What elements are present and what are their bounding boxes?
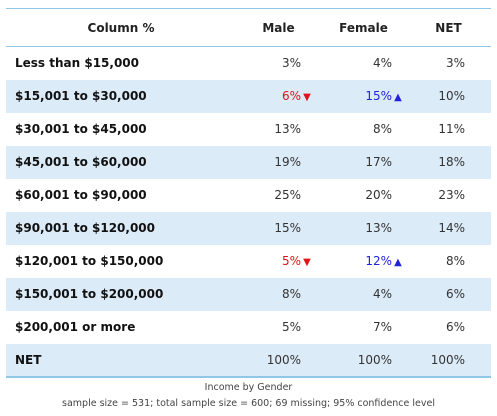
arrow-down-icon: ▼ (303, 92, 311, 103)
cell-net: 14% (406, 212, 491, 245)
table-row: $45,001 to $60,000 19% 17% 18% (6, 145, 491, 179)
column-header-label: Column % (87, 20, 155, 35)
cell-male: 5% ▼ (236, 245, 321, 278)
cell-net: 6% (406, 311, 491, 344)
sample-size-note: sample size = 531; total sample size = 6… (62, 398, 435, 409)
cell-value: 17% (365, 155, 392, 169)
cell-value: 20% (365, 188, 392, 202)
cell-net: 11% (406, 113, 491, 146)
cell-female: 15% ▲ (321, 80, 406, 113)
row-label: $30,001 to $45,000 (15, 122, 147, 136)
cell-value: 8% (445, 254, 465, 268)
cell-male: 19% (236, 146, 321, 179)
cell-value: 3% (445, 56, 465, 71)
cell-value: 8% (372, 122, 392, 136)
cell-female: 7% (321, 311, 406, 344)
cell-male: 15% (236, 212, 321, 245)
cell-female: 100% (321, 344, 406, 377)
table-row: NET 100% 100% 100% (6, 343, 491, 377)
row-label: $200,001 or more (15, 320, 136, 334)
column-header-male: Male (262, 20, 295, 35)
cell-value: 19% (274, 155, 301, 169)
column-header-net: NET (435, 20, 462, 35)
cell-value: 6% (281, 89, 301, 103)
table-row: Less than $15,000 3% 4% 3% (6, 47, 491, 80)
cell-value: 6% (445, 287, 465, 301)
table-row: $15,001 to $30,000 6% ▼ 15% ▲ 10% (6, 79, 491, 113)
table-row: $120,001 to $150,000 5% ▼ 12% ▲ 8% (6, 245, 491, 278)
header-row: Column % Male Female NET (6, 8, 491, 47)
cell-male: 6% ▼ (236, 80, 321, 113)
column-header-female: Female (339, 20, 388, 35)
row-label: $15,001 to $30,000 (15, 89, 147, 103)
row-label: Less than $15,000 (15, 56, 140, 71)
table-row: $60,001 to $90,000 25% 20% 23% (6, 179, 491, 212)
cell-value: 3% (281, 56, 301, 71)
cell-value: 18% (438, 155, 465, 169)
cell-female: 4% (321, 47, 406, 80)
crosstab-table: Column % Male Female NET Less than $15,0… (6, 8, 491, 378)
cell-value: 13% (274, 122, 301, 136)
table-title: Income by Gender (204, 382, 293, 393)
cell-female: 20% (321, 179, 406, 212)
cell-net: 6% (406, 278, 491, 311)
cell-male: 8% (236, 278, 321, 311)
cell-value: 12% (365, 254, 392, 268)
cell-net: 3% (406, 47, 491, 80)
cell-value: 6% (445, 320, 465, 334)
table-row: $30,001 to $45,000 13% 8% 11% (6, 113, 491, 146)
row-label: $150,001 to $200,000 (15, 287, 164, 301)
cell-value: 4% (372, 287, 392, 301)
cell-value: 15% (274, 221, 301, 235)
cell-female: 4% (321, 278, 406, 311)
cell-net: 18% (406, 146, 491, 179)
cell-value: 5% (281, 320, 301, 334)
row-label: NET (15, 352, 42, 367)
row-label: $45,001 to $60,000 (15, 155, 147, 169)
cell-value: 100% (266, 352, 301, 367)
cell-value: 23% (438, 188, 465, 202)
cell-male: 100% (236, 344, 321, 377)
cell-value: 14% (438, 221, 465, 235)
cell-value: 100% (430, 352, 465, 367)
arrow-up-icon: ▲ (394, 92, 402, 103)
table-body: Less than $15,000 3% 4% 3% $15,001 to $30,00… (6, 47, 491, 377)
cell-net: 23% (406, 179, 491, 212)
cell-value: 5% (281, 254, 301, 268)
cell-female: 8% (321, 113, 406, 146)
cell-value: 13% (365, 221, 392, 235)
cell-value: 7% (372, 320, 392, 334)
cell-value: 4% (372, 56, 392, 71)
row-label: $120,001 to $150,000 (15, 254, 164, 268)
cell-value: 8% (281, 287, 301, 301)
cell-value: 15% (365, 89, 392, 103)
cell-net: 8% (406, 245, 491, 278)
table-row: $150,001 to $200,000 8% 4% 6% (6, 277, 491, 311)
cell-male: 25% (236, 179, 321, 212)
cell-net: 100% (406, 344, 491, 377)
row-label: $60,001 to $90,000 (15, 188, 147, 202)
arrow-down-icon: ▼ (303, 257, 311, 268)
cell-male: 13% (236, 113, 321, 146)
cell-net: 10% (406, 80, 491, 113)
cell-female: 13% (321, 212, 406, 245)
table-row: $90,001 to $120,000 15% 13% 14% (6, 211, 491, 245)
cell-value: 10% (438, 89, 465, 103)
cell-value: 25% (274, 188, 301, 202)
table-row: $200,001 or more 5% 7% 6% (6, 311, 491, 344)
cell-male: 3% (236, 47, 321, 80)
cell-female: 17% (321, 146, 406, 179)
cell-value: 11% (438, 122, 465, 136)
cell-value: 100% (357, 352, 392, 367)
cell-male: 5% (236, 311, 321, 344)
arrow-up-icon: ▲ (394, 257, 402, 268)
cell-female: 12% ▲ (321, 245, 406, 278)
row-label: $90,001 to $120,000 (15, 221, 155, 235)
